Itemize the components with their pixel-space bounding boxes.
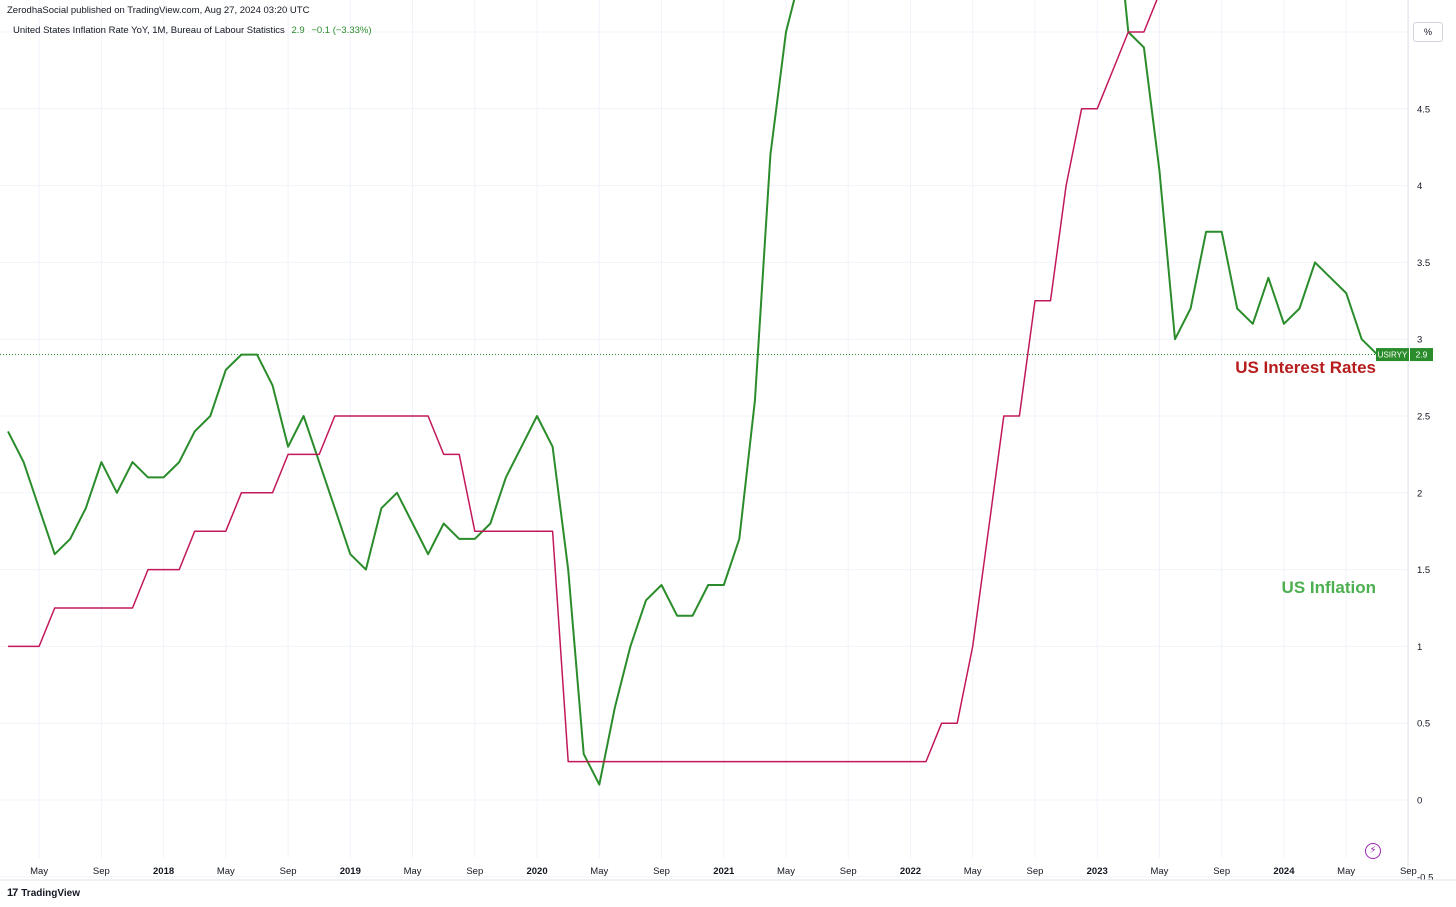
x-tick-label: 2018	[153, 866, 174, 877]
x-tick-label: 2023	[1087, 866, 1108, 877]
series-legend[interactable]: United States Inflation Rate YoY, 1M, Bu…	[13, 25, 372, 36]
y-tick-label: 3.5	[1417, 258, 1430, 269]
series-layer	[7, 0, 1379, 786]
y-tick-label: 1	[1417, 642, 1422, 653]
annotation-interest-rates: US Interest Rates	[1235, 358, 1376, 377]
y-tick-label: 0.5	[1417, 719, 1430, 730]
x-tick-label: Sep	[653, 866, 670, 877]
tradingview-logo-icon: 17	[7, 887, 18, 899]
x-tick-label: May	[217, 866, 235, 877]
y-tick-label: -0.5	[1417, 872, 1433, 883]
y-tick-label: 4.5	[1417, 104, 1430, 115]
x-tick-label: May	[590, 866, 608, 877]
x-tick-label: Sep	[1400, 866, 1417, 877]
legend-change: −0.1 (−3.33%)	[311, 25, 372, 36]
badge-usiryy: USIRYY 2.9	[1376, 348, 1433, 362]
y-tick-label: 3	[1417, 335, 1422, 346]
x-tick-label: 2021	[713, 866, 735, 877]
legend-title: United States Inflation Rate YoY, 1M, Bu…	[13, 25, 285, 36]
x-tick-label: May	[30, 866, 48, 877]
price-axis[interactable]: -0.500.511.522.533.544.555.566.577.588.5…	[1407, 0, 1433, 883]
tradingview-brand[interactable]: 17 TradingView	[7, 887, 80, 899]
x-tick-label: Sep	[1027, 866, 1044, 877]
unit-button[interactable]: %	[1413, 22, 1443, 42]
badge-value: 2.9	[1416, 350, 1428, 360]
badge-name-bg	[1376, 348, 1409, 362]
x-tick-label: 2020	[526, 866, 547, 877]
x-tick-label: May	[404, 866, 422, 877]
badge-value-bg	[1410, 348, 1433, 362]
x-tick-label: May	[964, 866, 982, 877]
x-tick-label: Sep	[1213, 866, 1230, 877]
legend-value: 2.9	[291, 25, 305, 36]
x-tick-label: 2022	[900, 866, 921, 877]
grid-lines	[0, 0, 1409, 878]
x-tick-label: May	[777, 866, 795, 877]
y-tick-label: 2	[1417, 488, 1422, 499]
x-tick-label: Sep	[93, 866, 110, 877]
time-axis[interactable]: May Sep 2018 May Sep 2019 May Sep 2020 May Sep 2021…	[0, 866, 1456, 881]
x-tick-label: Sep	[466, 866, 483, 877]
y-tick-label: 4	[1417, 181, 1422, 192]
x-tick-label: 2019	[340, 866, 361, 877]
x-tick-label: Sep	[840, 866, 857, 877]
badge-name: USIRYY	[1378, 351, 1408, 360]
x-tick-label: May	[1150, 866, 1168, 877]
y-tick-label: 1.5	[1417, 565, 1430, 576]
lightning-icon[interactable]: ⚡	[1365, 843, 1381, 859]
x-tick-label: May	[1337, 866, 1355, 877]
y-tick-label: 2.5	[1417, 412, 1430, 423]
x-tick-label: 2024	[1273, 866, 1295, 877]
series-line-usiryy	[7, 0, 1379, 786]
series-line-usintr	[8, 0, 1158, 763]
x-tick-label: Sep	[280, 866, 297, 877]
annotation-inflation: US Inflation	[1281, 578, 1376, 597]
publisher-line: ZerodhaSocial published on TradingView.c…	[7, 5, 310, 16]
brand-name: TradingView	[21, 887, 80, 899]
y-tick-label: 0	[1417, 796, 1422, 807]
